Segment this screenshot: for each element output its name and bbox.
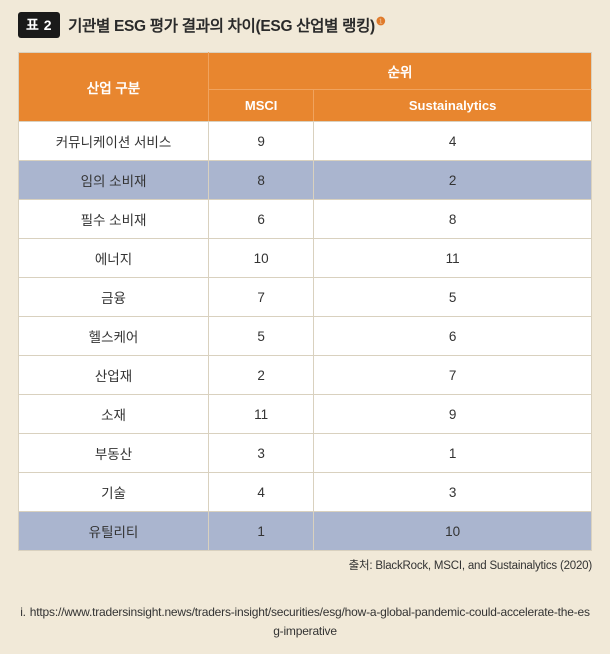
table-caption: 표 2 기관별 ESG 평가 결과의 차이(ESG 산업별 랭킹)❶ bbox=[18, 12, 592, 38]
cell-msci: 4 bbox=[209, 473, 314, 512]
cell-msci: 2 bbox=[209, 356, 314, 395]
cell-sustainalytics: 11 bbox=[314, 239, 592, 278]
footnote-marker: ❶ bbox=[376, 16, 386, 28]
cell-msci: 8 bbox=[209, 161, 314, 200]
cell-industry: 금융 bbox=[19, 278, 209, 317]
table-row: 금융75 bbox=[19, 278, 592, 317]
cell-msci: 3 bbox=[209, 434, 314, 473]
footnote: i. https://www.tradersinsight.news/trader… bbox=[18, 603, 592, 641]
cell-sustainalytics: 7 bbox=[314, 356, 592, 395]
table-row: 기술43 bbox=[19, 473, 592, 512]
ranking-table: 산업 구분 순위 MSCI Sustainalytics 커뮤니케이션 서비스9… bbox=[18, 52, 592, 551]
table-row: 헬스케어56 bbox=[19, 317, 592, 356]
table-row: 산업재27 bbox=[19, 356, 592, 395]
footnote-index: i. bbox=[20, 605, 26, 619]
cell-industry: 기술 bbox=[19, 473, 209, 512]
title-text: 기관별 ESG 평가 결과의 차이(ESG 산업별 랭킹) bbox=[68, 18, 375, 35]
cell-industry: 소재 bbox=[19, 395, 209, 434]
cell-msci: 5 bbox=[209, 317, 314, 356]
cell-sustainalytics: 5 bbox=[314, 278, 592, 317]
table-row: 소재119 bbox=[19, 395, 592, 434]
cell-msci: 6 bbox=[209, 200, 314, 239]
cell-msci: 11 bbox=[209, 395, 314, 434]
cell-sustainalytics: 1 bbox=[314, 434, 592, 473]
cell-industry: 산업재 bbox=[19, 356, 209, 395]
table-number-badge: 표 2 bbox=[18, 12, 60, 38]
cell-industry: 필수 소비재 bbox=[19, 200, 209, 239]
table-row: 커뮤니케이션 서비스94 bbox=[19, 122, 592, 161]
col-header-rank: 순위 bbox=[209, 53, 592, 90]
table-row: 부동산31 bbox=[19, 434, 592, 473]
cell-industry: 유틸리티 bbox=[19, 512, 209, 551]
col-header-sustainalytics: Sustainalytics bbox=[314, 90, 592, 122]
cell-industry: 부동산 bbox=[19, 434, 209, 473]
cell-msci: 9 bbox=[209, 122, 314, 161]
table-row: 필수 소비재68 bbox=[19, 200, 592, 239]
cell-msci: 10 bbox=[209, 239, 314, 278]
footnote-url: https://www.tradersinsight.news/traders-… bbox=[30, 605, 590, 638]
cell-sustainalytics: 4 bbox=[314, 122, 592, 161]
cell-sustainalytics: 9 bbox=[314, 395, 592, 434]
table-row: 유틸리티110 bbox=[19, 512, 592, 551]
col-header-category: 산업 구분 bbox=[19, 53, 209, 122]
cell-msci: 1 bbox=[209, 512, 314, 551]
table-title: 기관별 ESG 평가 결과의 차이(ESG 산업별 랭킹)❶ bbox=[68, 14, 385, 36]
cell-sustainalytics: 8 bbox=[314, 200, 592, 239]
col-header-msci: MSCI bbox=[209, 90, 314, 122]
cell-sustainalytics: 10 bbox=[314, 512, 592, 551]
table-row: 임의 소비재82 bbox=[19, 161, 592, 200]
cell-sustainalytics: 2 bbox=[314, 161, 592, 200]
cell-industry: 에너지 bbox=[19, 239, 209, 278]
source-text: 출처: BlackRock, MSCI, and Sustainalytics … bbox=[18, 557, 592, 573]
cell-industry: 헬스케어 bbox=[19, 317, 209, 356]
cell-industry: 임의 소비재 bbox=[19, 161, 209, 200]
table-row: 에너지1011 bbox=[19, 239, 592, 278]
cell-msci: 7 bbox=[209, 278, 314, 317]
cell-sustainalytics: 6 bbox=[314, 317, 592, 356]
cell-sustainalytics: 3 bbox=[314, 473, 592, 512]
cell-industry: 커뮤니케이션 서비스 bbox=[19, 122, 209, 161]
